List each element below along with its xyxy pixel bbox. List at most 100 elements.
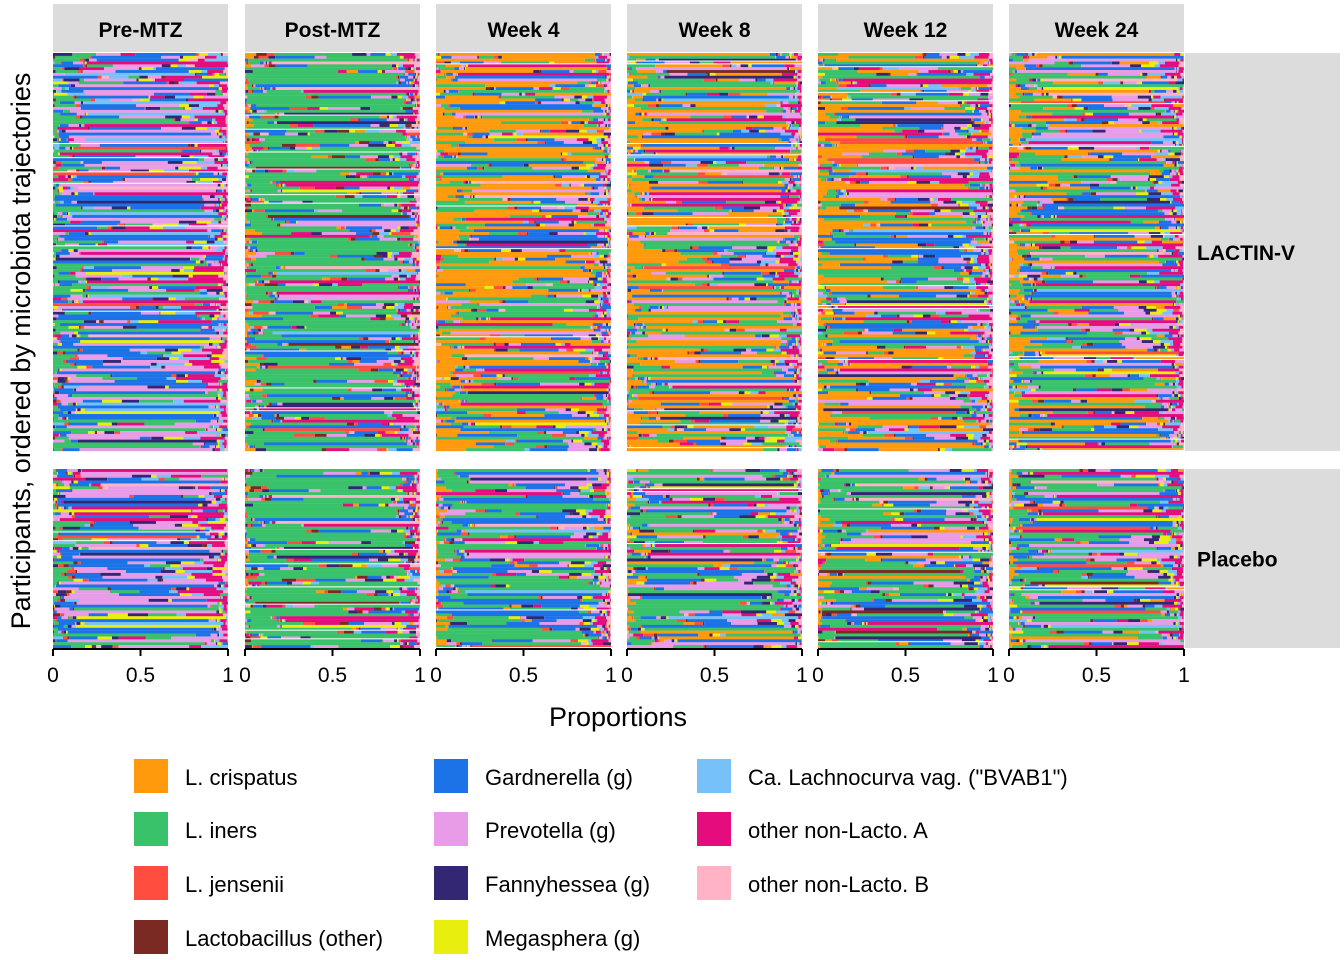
bar-segment xyxy=(414,217,416,221)
bar-segment xyxy=(248,254,267,258)
bar-segment xyxy=(198,172,214,176)
bar-segment xyxy=(778,172,780,176)
bar-segment xyxy=(53,428,206,432)
bar-segment xyxy=(417,288,420,292)
bar-segment xyxy=(73,175,77,179)
bar-segment xyxy=(419,166,420,170)
bar-segment xyxy=(461,217,462,221)
bar-segment xyxy=(405,317,410,321)
bar-segment xyxy=(220,311,228,315)
bar-segment xyxy=(181,155,190,159)
bar-segment xyxy=(53,101,60,105)
bar-segment xyxy=(261,314,311,318)
bar-segment xyxy=(53,266,57,270)
bar-segment xyxy=(608,351,610,355)
bar-segment xyxy=(179,220,197,224)
bar-segment xyxy=(474,422,607,426)
bar-segment xyxy=(189,121,202,125)
bar-segment xyxy=(253,445,255,449)
bar-segment xyxy=(408,206,417,210)
bar-segment xyxy=(405,391,410,395)
bar-segment xyxy=(54,263,208,267)
bar-segment xyxy=(248,158,366,162)
bar-segment xyxy=(207,121,212,125)
bar-segment xyxy=(53,297,62,301)
bar-segment xyxy=(221,396,226,400)
bar-segment xyxy=(79,115,83,119)
bar-segment xyxy=(409,200,417,204)
bar-segment xyxy=(55,161,62,165)
bar-segment xyxy=(597,263,599,267)
bar-segment xyxy=(74,101,81,105)
bar-segment xyxy=(436,337,480,341)
bar-segment xyxy=(468,379,471,383)
bar-segment xyxy=(569,183,571,187)
bar-segment xyxy=(608,436,611,440)
bar-segment xyxy=(105,166,120,170)
bar-segment xyxy=(358,118,360,122)
bar-segment xyxy=(283,317,371,321)
bar-segment xyxy=(416,104,420,108)
bar-segment xyxy=(627,192,635,196)
bar-segment xyxy=(603,84,605,88)
bar-segment xyxy=(220,197,225,201)
bar-segment xyxy=(306,300,309,304)
bar-segment xyxy=(579,382,585,386)
bar-segment xyxy=(414,320,416,324)
bar-segment xyxy=(245,101,246,105)
bar-segment xyxy=(407,394,409,398)
bar-segment xyxy=(414,223,416,227)
bar-segment xyxy=(591,357,595,361)
bar-segment xyxy=(215,445,217,449)
bar-segment xyxy=(601,101,606,105)
bar-segment xyxy=(526,283,547,287)
bar-segment xyxy=(651,132,662,136)
bar-segment xyxy=(121,360,189,364)
bar-segment xyxy=(593,200,600,204)
bar-segment xyxy=(605,223,611,227)
bar-segment xyxy=(58,132,211,136)
bar-segment xyxy=(405,425,415,429)
bar-segment xyxy=(400,107,403,110)
bar-segment xyxy=(666,200,677,204)
bar-segment xyxy=(206,92,215,96)
bar-segment xyxy=(223,331,228,335)
bar-segment xyxy=(405,385,407,389)
bar-segment xyxy=(389,232,392,236)
bar-segment xyxy=(407,371,409,375)
bar-segment xyxy=(53,445,200,449)
bar-segment xyxy=(53,209,205,213)
bar-segment xyxy=(56,237,58,241)
bar-segment xyxy=(254,209,265,213)
bar-segment xyxy=(53,394,55,398)
bar-segment xyxy=(609,271,611,275)
bar-segment xyxy=(609,252,611,255)
bar-segment xyxy=(610,104,611,108)
bar-segment xyxy=(436,243,458,247)
bar-segment xyxy=(168,297,176,301)
bar-segment xyxy=(530,448,568,452)
bar-segment xyxy=(774,166,776,170)
bar-segment xyxy=(465,141,538,145)
bar-segment xyxy=(310,300,322,304)
bar-segment xyxy=(563,158,566,162)
bar-segment xyxy=(604,155,609,159)
bar-segment xyxy=(780,104,802,108)
bar-segment xyxy=(346,70,359,74)
bar-segment xyxy=(53,206,82,210)
bar-segment xyxy=(465,365,470,369)
bar-segment xyxy=(261,274,272,278)
bar-segment xyxy=(164,75,202,79)
bar-segment xyxy=(610,274,611,278)
bar-segment xyxy=(533,357,549,361)
bar-segment xyxy=(53,448,62,452)
bar-segment xyxy=(221,388,223,392)
bar-segment xyxy=(226,197,228,201)
bar-segment xyxy=(179,55,184,59)
bar-segment xyxy=(201,121,202,125)
bar-segment xyxy=(628,67,630,71)
bar-segment xyxy=(765,200,777,204)
bar-segment xyxy=(222,351,228,355)
bar-segment xyxy=(86,277,102,281)
bar-segment xyxy=(120,220,180,224)
